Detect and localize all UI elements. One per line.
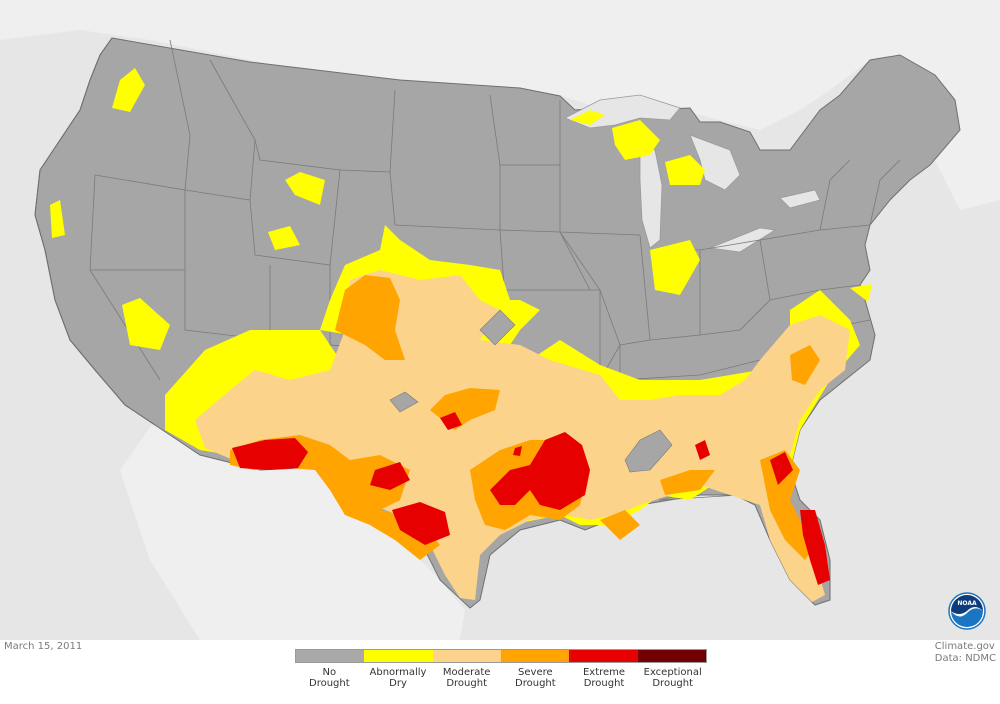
us-coastline xyxy=(34,37,156,426)
legend-label: Extreme Drought xyxy=(582,667,626,689)
no-drought-pockets xyxy=(389,309,673,473)
legend-label: Severe Drought xyxy=(515,667,556,689)
legend-label: Abnormally Dry xyxy=(369,667,427,689)
legend-label: No Drought xyxy=(309,667,350,689)
credit-block: Climate.gov Data: NDMC xyxy=(935,641,996,665)
legend-label: Exceptional Drought xyxy=(643,667,702,689)
lake-huron xyxy=(689,134,741,191)
lake-michigan xyxy=(639,144,663,249)
legend-swatch xyxy=(569,650,638,662)
legend-swatch xyxy=(296,650,365,662)
legend-color-bar xyxy=(295,649,707,663)
drought-map: NOAA xyxy=(0,0,1000,640)
drought-extreme xyxy=(232,412,830,585)
map-date: March 15, 2011 xyxy=(4,641,83,652)
noaa-logo: NOAA xyxy=(948,592,986,630)
legend-swatch xyxy=(500,650,570,662)
legend-swatch xyxy=(637,650,706,662)
legend-swatch xyxy=(364,650,433,662)
drought-legend: No Drought Abnormally Dry Moderate Drought… xyxy=(295,649,707,689)
drought-moderate xyxy=(195,270,850,602)
canada-landmass xyxy=(0,0,1000,210)
lake-ontario xyxy=(779,189,821,209)
credit-data: Data: NDMC xyxy=(934,653,996,664)
noaa-logo-text: NOAA xyxy=(957,600,977,607)
legend-labels: No Drought Abnormally Dry Moderate Drought… xyxy=(295,667,707,689)
credit-source: Climate.gov xyxy=(934,641,995,652)
legend-label: Moderate Drought xyxy=(442,667,491,689)
legend-swatch xyxy=(432,650,501,662)
mexico-landmass xyxy=(120,420,465,640)
